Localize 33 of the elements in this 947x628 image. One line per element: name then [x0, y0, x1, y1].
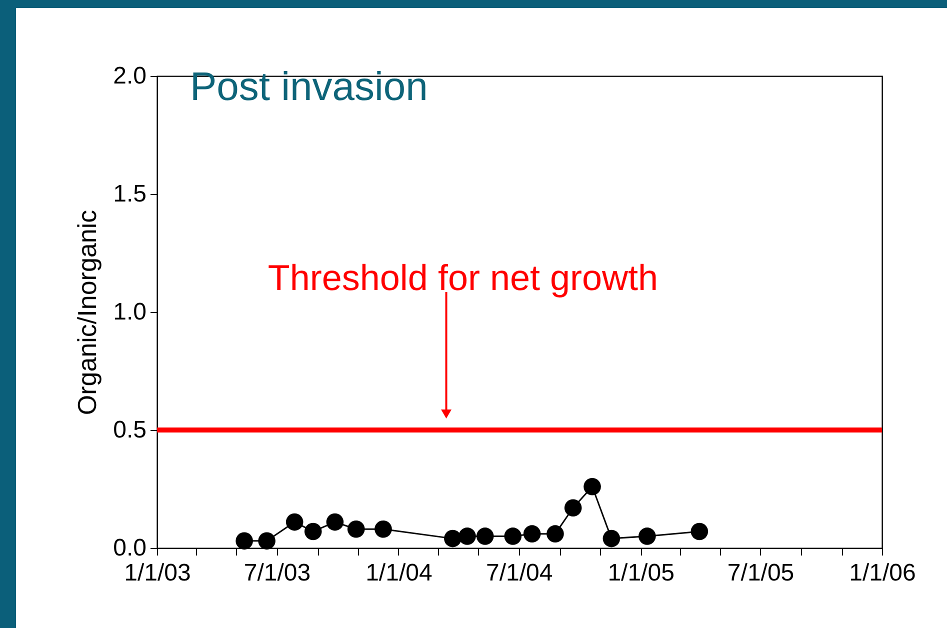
point	[546, 525, 564, 542]
point	[304, 522, 322, 540]
point	[374, 520, 392, 538]
point	[258, 532, 276, 550]
point	[564, 499, 582, 517]
point	[504, 528, 522, 545]
x-tick-label: 1/1/05	[608, 560, 674, 586]
x-tick-label: 7/1/05	[727, 560, 794, 586]
x-tick-label: 7/1/04	[486, 560, 553, 586]
chart-title: Post invasion	[190, 65, 428, 109]
y-tick-label: 1.5	[113, 180, 146, 208]
point	[236, 532, 253, 550]
y-tick-label: 2.0	[113, 62, 146, 90]
y-tick-label: 0.0	[113, 534, 146, 562]
point	[326, 513, 344, 531]
point	[286, 513, 304, 531]
point	[458, 528, 476, 545]
point	[476, 528, 494, 545]
point	[638, 528, 656, 545]
y-tick-label: 0.5	[113, 416, 146, 444]
x-tick-label: 7/1/03	[244, 560, 311, 586]
point	[602, 530, 620, 548]
x-tick-label: 1/1/06	[849, 560, 916, 586]
y-tick-label: 1.0	[113, 298, 146, 326]
x-tick-label: 1/1/04	[366, 560, 432, 586]
x-tick-label: 1/1/03	[124, 560, 191, 586]
ref-line-label: Threshold for net growth	[268, 257, 658, 298]
point	[444, 530, 462, 548]
point	[584, 478, 601, 496]
point	[347, 520, 365, 538]
y-axis-title: Organic/Inorganic	[72, 210, 102, 416]
point	[690, 522, 708, 540]
point	[523, 525, 541, 542]
